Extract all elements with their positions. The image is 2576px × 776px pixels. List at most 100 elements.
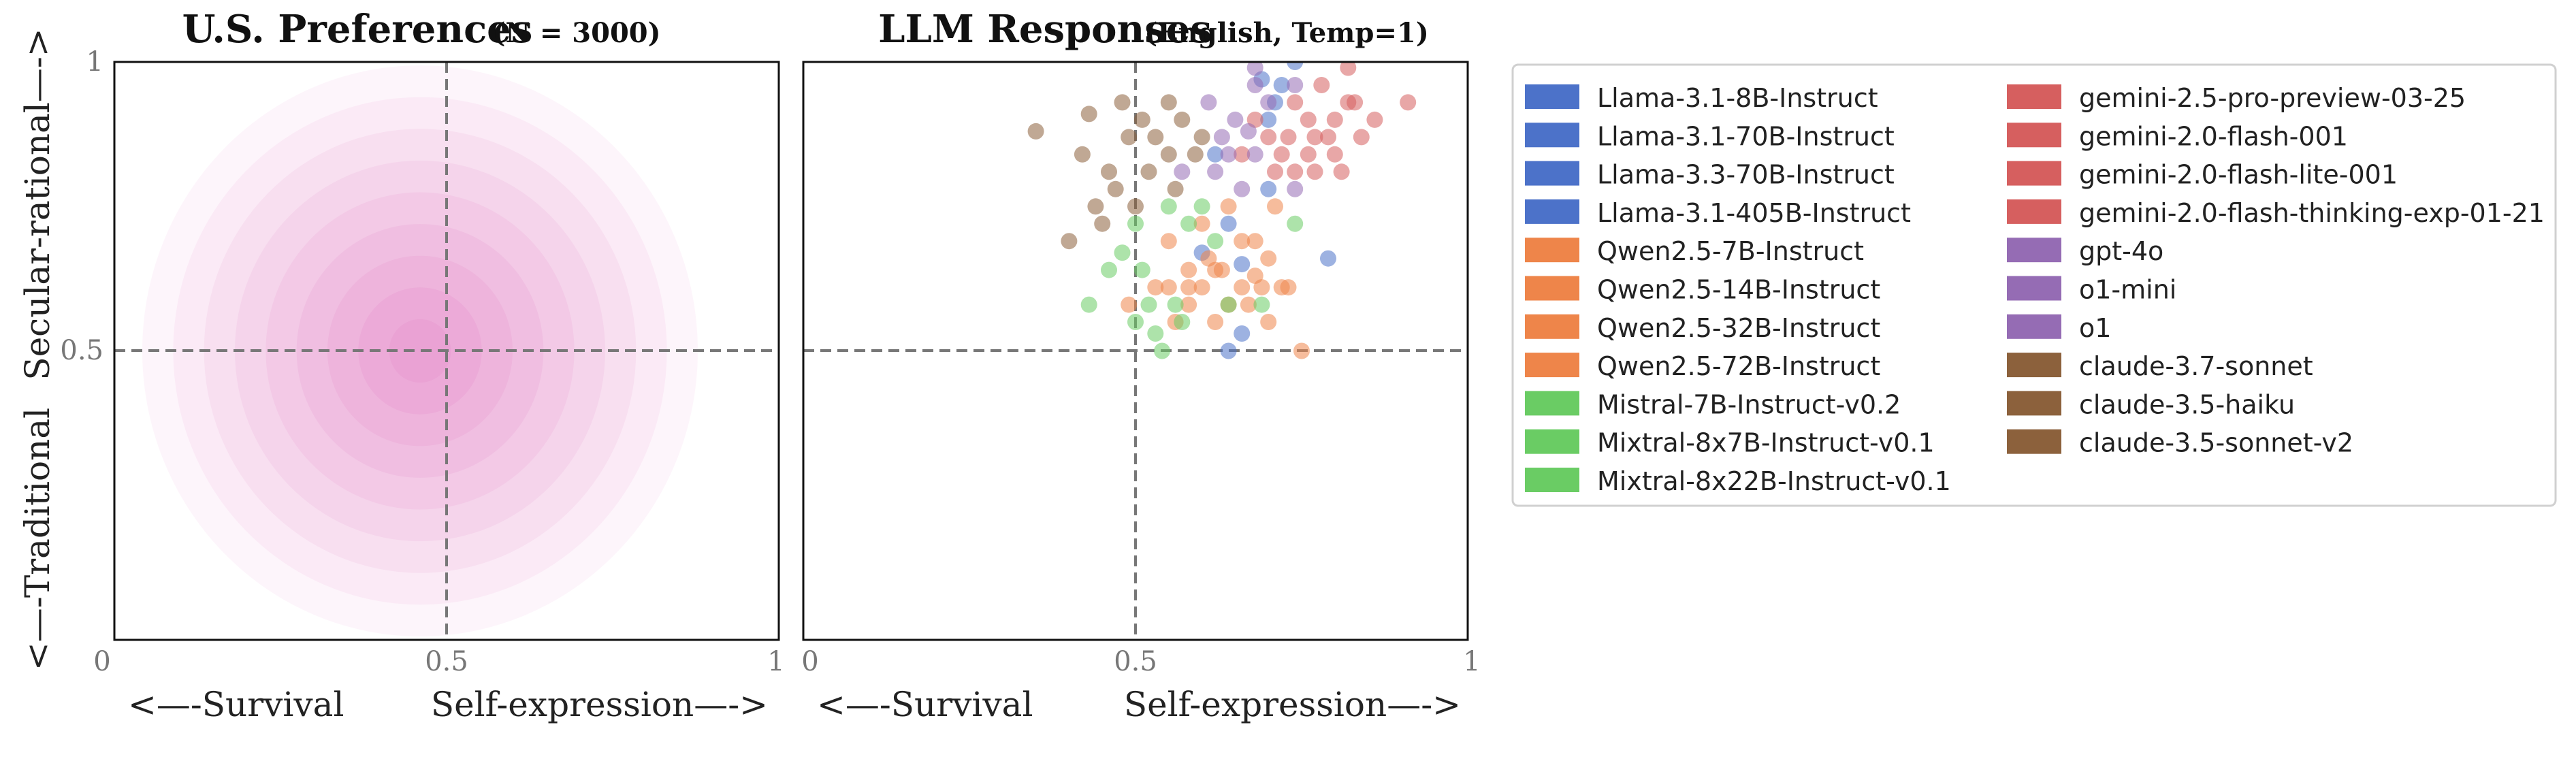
density-xtick-0.5: 0.5 [425,646,468,677]
scatter-point-14-5 [1347,94,1364,111]
density-contour-level-6 [296,224,544,478]
legend-label-5: Qwen2.5-14B-Instruct [1597,275,1880,305]
scatter-point-10-1 [1160,198,1177,215]
legend-swatch-18 [2007,353,2061,378]
scatter-point-17-1 [1240,123,1257,140]
legend-label-17: o1 [2079,313,2111,343]
scatter-point-7-3 [1220,198,1237,215]
scatter-point-20-2 [1193,129,1210,146]
density-contour-level-5 [265,192,575,510]
scatter-point-18-3 [1087,198,1104,215]
density-ylabel-bottom: <—-Traditional [18,408,57,670]
legend-label-12: gemini-2.0-flash-001 [2079,121,2348,151]
scatter-point-3-0 [1234,325,1251,342]
scatter-point-9-2 [1154,342,1170,359]
scatter-point-3-1 [1220,342,1237,359]
scatter-point-9-6 [1167,296,1184,313]
scatter-title: LLM Responses [878,7,1212,52]
legend-swatch-19 [2007,391,2061,416]
scatter-point-18-4 [1121,129,1138,146]
legend-swatch-13 [2007,161,2061,186]
scatter-panel: LLM Responses (English, Temp=1) 0 0.5 1 … [801,7,1480,724]
scatter-point-8-4 [1174,314,1191,330]
legend-swatch-10 [1525,468,1579,492]
legend-label-3: Llama-3.1-405B-Instruct [1597,198,1911,228]
scatter-point-20-5 [1160,94,1177,111]
legend-swatch-20 [2007,429,2061,454]
scatter-point-14-2 [1280,129,1297,146]
scatter-point-7-2 [1280,279,1297,296]
scatter-xlabel-right: Self-expression—-> [1124,685,1461,724]
scatter-point-3-2 [1320,250,1336,267]
density-contour-level-9 [389,319,451,383]
scatter-xtick-1: 1 [1463,646,1480,677]
density-contour-level-7 [327,255,513,447]
density-xlabel-left: <—-Survival [128,685,344,724]
legend-swatch-7 [1525,353,1579,378]
density-contour-level-8 [358,287,482,415]
legend-swatch-12 [2007,123,2061,148]
scatter-point-15-3 [1287,77,1304,93]
legend: Llama-3.1-8B-Instruct Llama-3.1-70B-Instr… [1511,63,2557,507]
scatter-point-19-0 [1061,233,1078,250]
scatter-point-4-7 [1193,279,1210,296]
scatter-point-6-4 [1160,279,1177,296]
scatter-point-18-5 [1140,163,1157,180]
scatter-point-17-3 [1220,146,1237,163]
scatter-point-1-2 [1260,180,1277,197]
scatter-point-7-6 [1253,279,1270,296]
scatter-point-16-4 [1207,163,1224,180]
scatter-point-9-5 [1193,198,1210,215]
density-contour-level-3 [204,129,637,573]
legend-label-18: claude-3.7-sonnet [2079,351,2313,381]
scatter-point-2-1 [1220,215,1237,232]
legend-label-19: claude-3.5-haiku [2079,389,2295,419]
legend-label-10: Mixtral-8x22B-Instruct-v0.1 [1597,466,1951,496]
scatter-point-9-0 [1101,261,1117,278]
density-xlabel-right: Self-expression—-> [431,685,768,724]
scatter-point-14-4 [1333,163,1350,180]
scatter-point-15-4 [1246,77,1263,93]
scatter-plot-frame [802,61,1469,641]
legend-label-13: gemini-2.0-flash-lite-001 [2079,160,2398,190]
density-contour-level-1 [142,65,698,636]
scatter-point-5-1 [1180,279,1197,296]
scatter-point-18-1 [1074,146,1091,163]
legend-label-6: Qwen2.5-32B-Instruct [1597,313,1880,343]
legend-label-7: Qwen2.5-72B-Instruct [1597,351,1880,381]
scatter-point-14-0 [1234,146,1251,163]
density-title: U.S. Preferences [182,7,533,52]
scatter-point-12-4 [1353,129,1370,146]
legend-label-0: Llama-3.1-8B-Instruct [1597,83,1878,113]
scatter-point-6-5 [1240,296,1257,313]
scatter-point-19-5 [1174,111,1191,128]
legend-items: Llama-3.1-8B-Instruct Llama-3.1-70B-Instr… [1525,83,2545,496]
scatter-point-11-5 [1326,146,1343,163]
legend-label-9: Mixtral-8x7B-Instruct-v0.1 [1597,428,1935,458]
legend-swatch-5 [1525,276,1579,301]
scatter-point-11-2 [1400,94,1417,111]
legend-swatch-15 [2007,238,2061,263]
scatter-point-19-1 [1094,215,1111,232]
scatter-point-16-2 [1227,111,1244,128]
density-contour-level-4 [235,160,605,542]
legend-label-8: Mistral-7B-Instruct-v0.2 [1597,389,1901,419]
scatter-point-18-0 [1027,123,1044,140]
legend-label-4: Qwen2.5-7B-Instruct [1597,236,1864,266]
scatter-point-20-4 [1127,198,1144,215]
scatter-point-6-2 [1207,314,1224,330]
legend-swatch-16 [2007,276,2061,301]
scatter-xlabel-left: <—-Survival [817,685,1033,724]
scatter-point-2-0 [1260,111,1277,128]
legend-swatch-9 [1525,429,1579,454]
scatter-point-10-4 [1287,215,1304,232]
legend-swatch-17 [2007,314,2061,339]
legend-label-15: gpt-4o [2079,236,2163,266]
scatter-point-15-0 [1246,146,1263,163]
scatter-point-1-1 [1234,256,1251,273]
legend-swatch-6 [1525,314,1579,339]
scatter-point-20-3 [1167,180,1184,197]
scatter-point-19-6 [1160,146,1177,163]
scatter-point-7-0 [1193,215,1210,232]
scatter-point-14-3 [1300,146,1317,163]
